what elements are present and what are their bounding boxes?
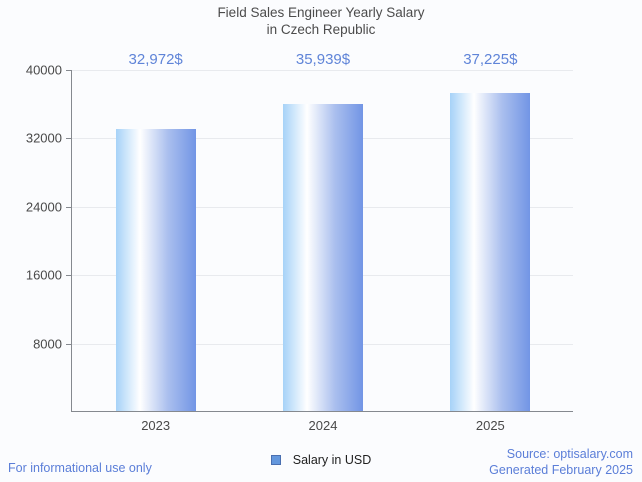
- y-axis-tick-32000: [66, 138, 71, 140]
- chart-title-line1: Field Sales Engineer Yearly Salary: [217, 5, 425, 20]
- plot-area: 8000 16000 24000 32000 40000 32,972$ 2023 35,93…: [26, 51, 573, 433]
- source-block: Source: optisalary.com Generated Februar…: [489, 447, 633, 478]
- y-axis-tick-24000: [66, 206, 71, 208]
- legend: Salary in USD: [0, 453, 642, 467]
- disclaimer-text: For informational use only: [8, 461, 152, 475]
- y-axis-label-24000: 24000: [25, 199, 62, 215]
- value-label-2023: 32,972$: [128, 51, 183, 68]
- y-axis-tick-16000: [66, 275, 71, 277]
- y-axis-label-40000: 40000: [25, 62, 62, 78]
- bar-2025: [450, 92, 531, 411]
- y-axis-label-16000: 16000: [25, 267, 62, 283]
- bar-2023: [115, 129, 196, 411]
- x-axis-label-2025: 2025: [475, 418, 505, 433]
- chart-title-line2: in Czech Republic: [266, 22, 376, 37]
- bar-2024: [283, 103, 363, 411]
- legend-swatch-icon: [270, 455, 281, 465]
- generated-date: Generated February 2025: [489, 462, 633, 477]
- value-label-2025: 37,225$: [463, 51, 518, 68]
- source-link[interactable]: Source: optisalary.com: [506, 447, 633, 461]
- y-axis-label-8000: 8000: [33, 336, 62, 352]
- legend-label: Salary in USD: [292, 453, 372, 467]
- x-axis-label-2023: 2023: [141, 418, 171, 433]
- y-axis-tick-40000: [66, 70, 71, 71]
- x-axis-label-2024: 2024: [308, 418, 338, 433]
- gridline-40000: [72, 70, 573, 71]
- y-axis-tick-8000: [66, 343, 71, 345]
- chart-title: Field Sales Engineer Yearly Salary in Cz…: [0, 4, 642, 38]
- y-axis-label-32000: 32000: [25, 130, 62, 146]
- value-label-2024: 35,939$: [295, 51, 351, 68]
